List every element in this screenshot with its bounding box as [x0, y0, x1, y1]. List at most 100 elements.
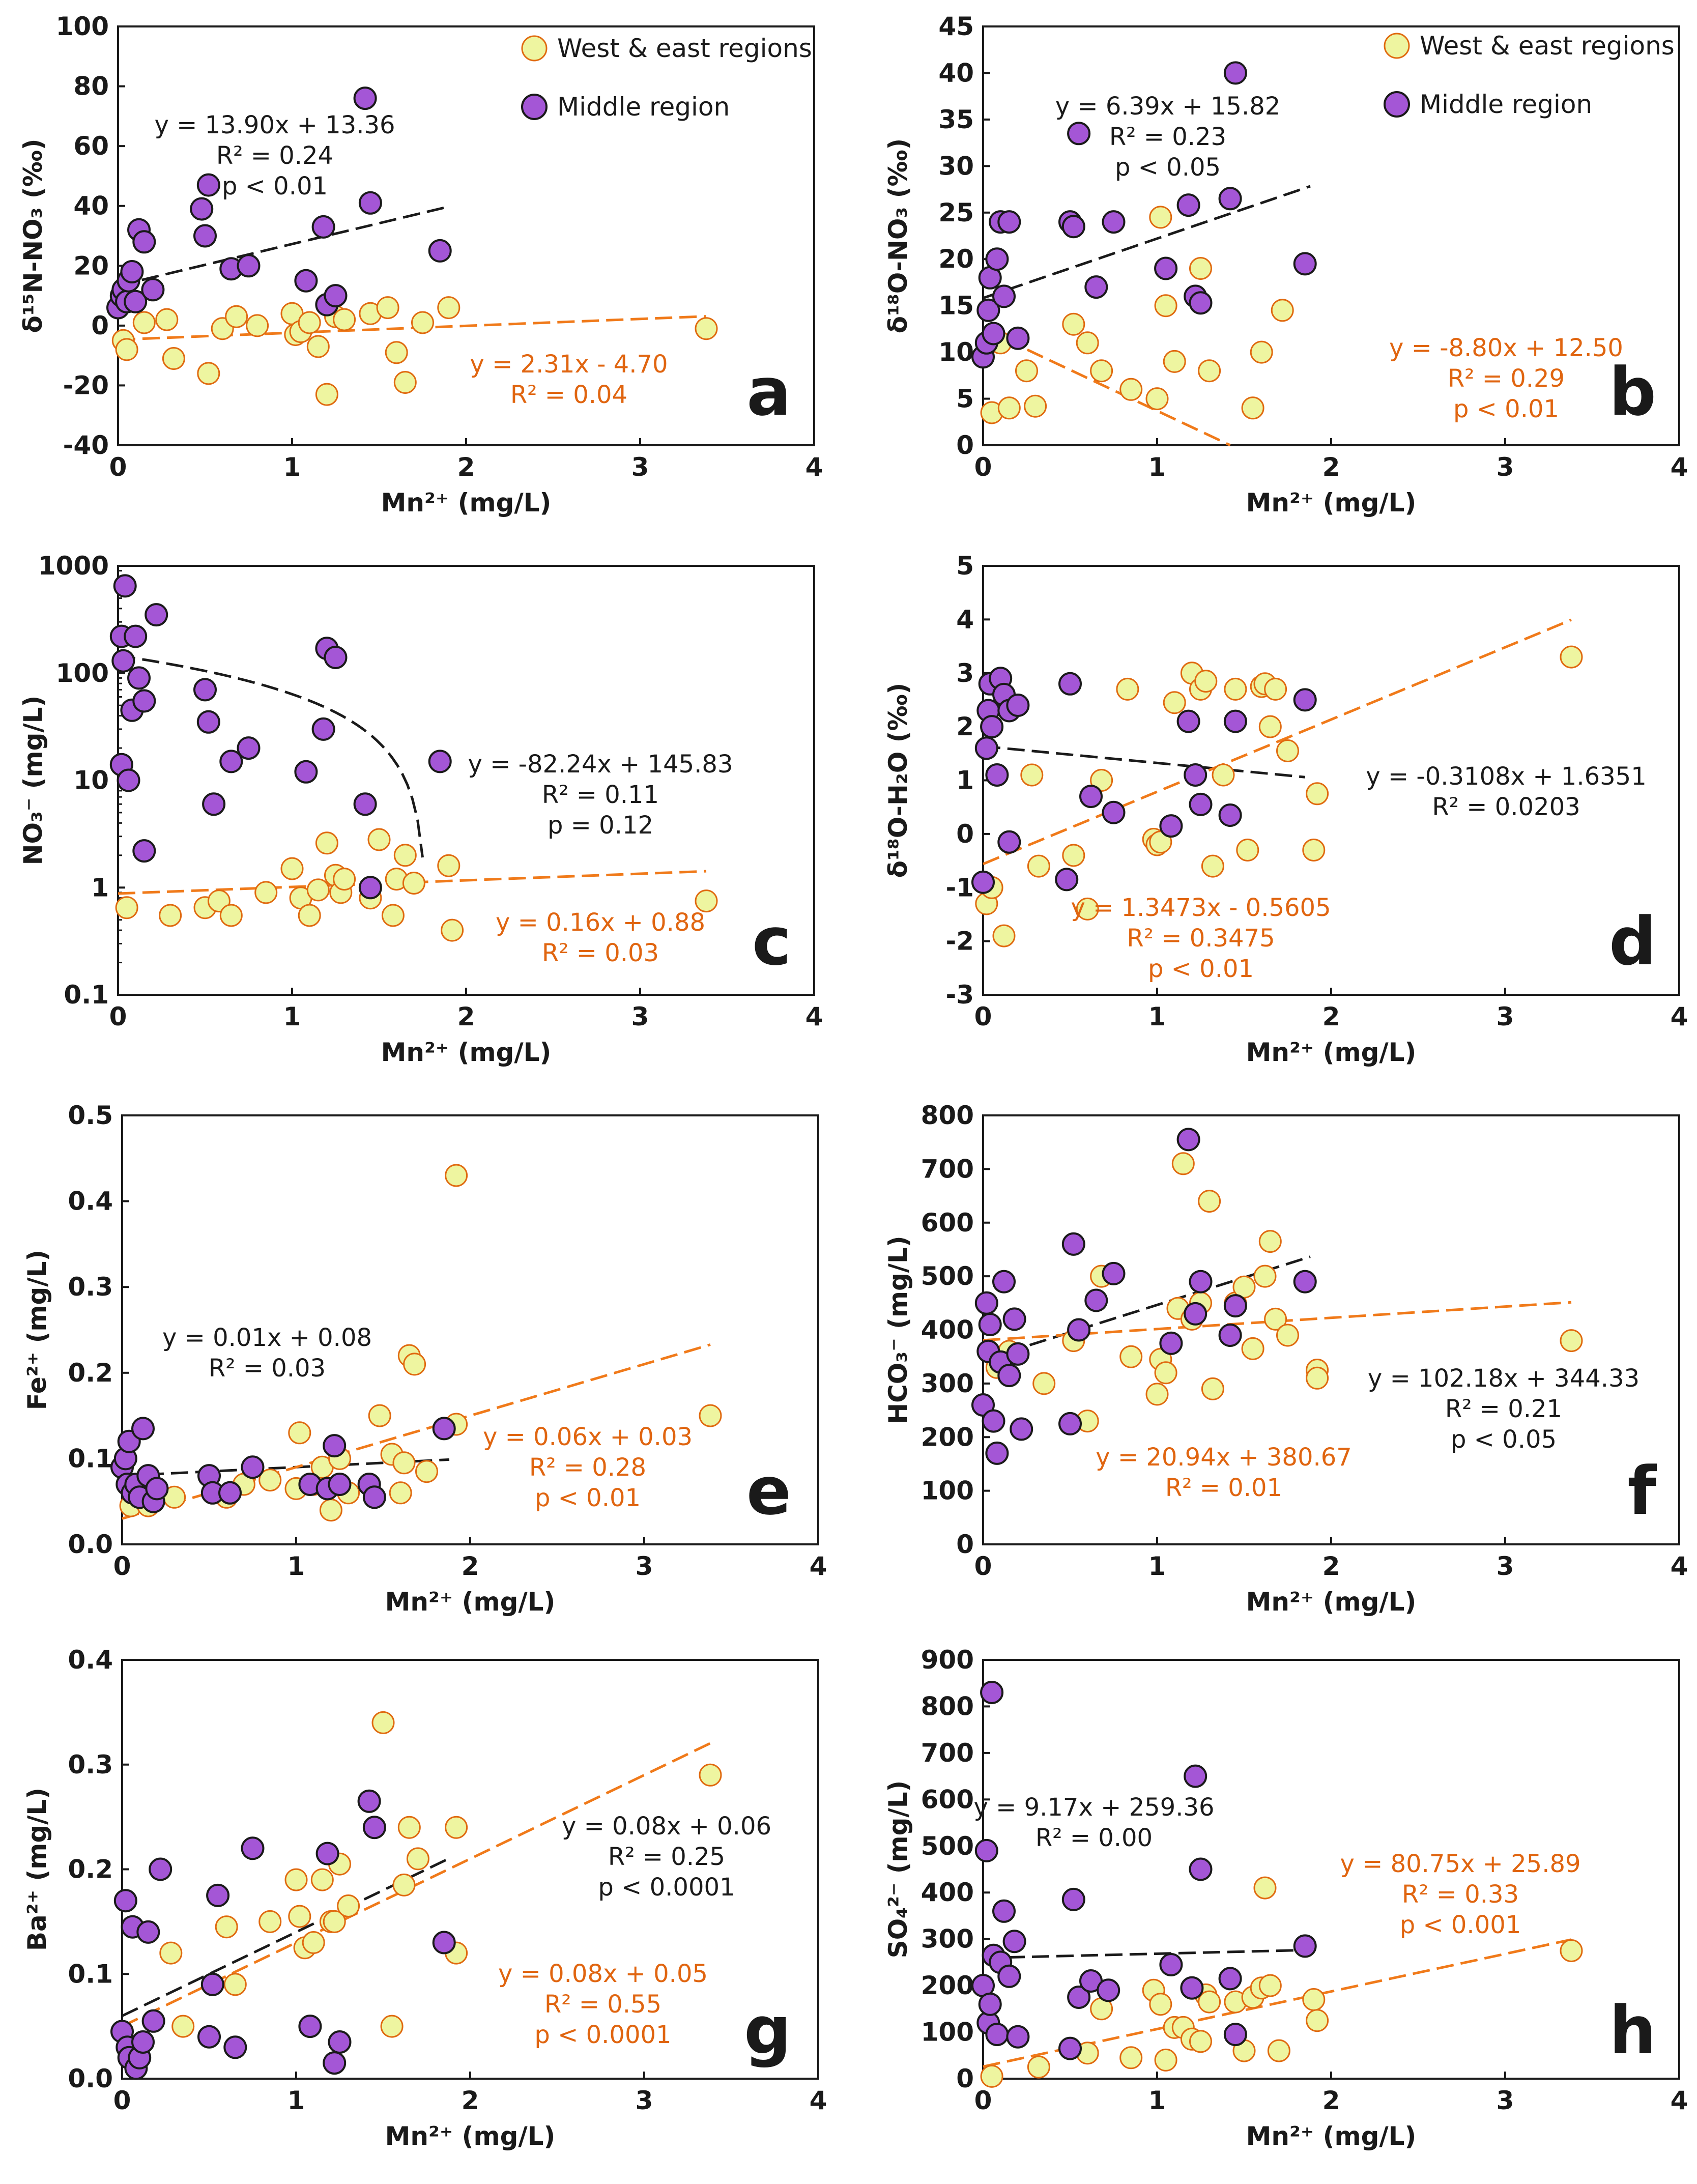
- middle-fit-annotation: y = 0.08x + 0.06: [562, 1812, 771, 1841]
- middle-point: [353, 792, 377, 816]
- west-east-point: [1145, 1383, 1169, 1406]
- x-tick-label: 3: [636, 1551, 653, 1581]
- middle-point: [311, 215, 335, 239]
- middle-point: [124, 290, 148, 313]
- middle-point: [985, 763, 1009, 787]
- middle-point: [294, 269, 318, 293]
- y-axis-label: SO₄²⁻ (mg/L): [883, 1780, 913, 1959]
- middle-point: [202, 792, 226, 816]
- west-east-point: [1560, 1329, 1583, 1353]
- legend-label: Middle region: [557, 92, 730, 122]
- west-east-point: [1201, 854, 1224, 878]
- x-tick-label: 4: [1671, 2086, 1688, 2115]
- middle-point: [1010, 1417, 1033, 1441]
- x-tick-label: 4: [1671, 452, 1688, 482]
- west-east-point: [415, 1460, 438, 1483]
- x-tick-label: 2: [1322, 452, 1340, 482]
- middle-point: [1102, 1261, 1126, 1285]
- west-east-point: [1250, 340, 1273, 364]
- x-tick-label: 4: [1671, 1002, 1688, 1031]
- panel-f: 0 100 200 300 400 500 600 700 800 0 1 2 3 4 Mn²⁺ (mg/L…: [883, 1101, 1688, 1617]
- west-east-point: [699, 1763, 722, 1787]
- west-east-point: [445, 1816, 468, 1839]
- west-east-point: [319, 1499, 342, 1522]
- x-tick-label: 1: [1148, 452, 1166, 482]
- west-east-point: [298, 904, 321, 927]
- west-east-point: [392, 1451, 416, 1475]
- west-east-point: [219, 904, 243, 927]
- west-east-point: [997, 396, 1021, 420]
- x-tick-label: 2: [1322, 1002, 1340, 1031]
- x-tick-label: 2: [457, 452, 475, 482]
- y-tick-label: 0: [956, 819, 974, 849]
- x-tick-label: 4: [810, 2086, 827, 2115]
- y-axis-label: Fe²⁺ (mg/L): [22, 1250, 52, 1410]
- middle-point: [113, 574, 137, 598]
- west-east-fit-annotation: y = 0.16x + 0.88: [496, 908, 705, 937]
- y-tick-label: 2: [956, 712, 974, 741]
- middle-fit-annotation: p < 0.0001: [598, 1873, 735, 1902]
- west-east-point: [1154, 1361, 1177, 1385]
- west-east-point: [280, 857, 304, 880]
- x-tick-label: 1: [1148, 1551, 1166, 1581]
- x-tick-label: 3: [631, 452, 649, 482]
- west-east-fit-annotation: y = -8.80x + 12.50: [1389, 334, 1623, 362]
- west-east-fit-annotation: R² = 0.3475: [1127, 924, 1275, 953]
- west-east-point: [306, 335, 330, 358]
- west-east-point: [1020, 763, 1044, 787]
- middle-point: [1006, 1342, 1030, 1366]
- west-east-point: [1163, 350, 1186, 373]
- west-east-point: [1189, 257, 1212, 280]
- y-axis-label: δ¹⁸O-H₂O (‰): [883, 683, 913, 878]
- y-tick-label: 400: [921, 1315, 974, 1345]
- middle-fit-annotation: y = 0.01x + 0.08: [162, 1324, 372, 1352]
- y-tick-label: 0.3: [68, 1272, 113, 1302]
- y-tick-label: 0.4: [68, 1187, 113, 1216]
- panel-label: b: [1609, 353, 1656, 430]
- west-east-point: [258, 1910, 282, 1933]
- middle-point: [985, 2023, 1009, 2047]
- west-east-point: [115, 338, 138, 361]
- middle-point: [1097, 1978, 1120, 2002]
- x-tick-label: 3: [1497, 452, 1514, 482]
- legend-middle-marker: [521, 94, 548, 120]
- west-east-point: [315, 383, 338, 406]
- west-east-point: [441, 918, 464, 942]
- middle-point: [113, 1889, 137, 1913]
- west-east-point: [1198, 359, 1221, 383]
- middle-point: [1084, 1288, 1108, 1312]
- middle-point: [315, 1842, 339, 1865]
- middle-point: [997, 1364, 1021, 1388]
- middle-point: [1058, 2036, 1082, 2060]
- x-tick-label: 1: [1148, 1002, 1166, 1031]
- middle-fit-annotation: R² = 0.00: [1036, 1824, 1153, 1852]
- west-east-point: [159, 1941, 183, 1965]
- west-east-fit-annotation: R² = 0.29: [1448, 364, 1565, 393]
- west-east-point: [402, 872, 425, 895]
- legend-middle-marker: [1384, 91, 1410, 118]
- y-tick-label: 0.0: [68, 1530, 113, 1559]
- middle-point: [197, 2025, 221, 2049]
- middle-point: [1006, 2025, 1030, 2049]
- y-tick-label: 20: [938, 244, 974, 274]
- west-east-point: [1149, 1993, 1172, 2016]
- y-tick-label: -3: [945, 980, 974, 1010]
- west-east-point: [155, 308, 179, 331]
- middle-fit-annotation: y = 102.18x + 344.33: [1368, 1364, 1640, 1393]
- west-east-point: [132, 311, 156, 334]
- x-tick-label: 4: [806, 452, 823, 482]
- middle-point: [1189, 792, 1213, 816]
- west-east-point: [1119, 2046, 1143, 2070]
- middle-point: [241, 1836, 265, 1860]
- y-tick-label: 0.5: [68, 1101, 113, 1130]
- middle-point: [1079, 785, 1103, 809]
- x-tick-label: 3: [1497, 2086, 1514, 2115]
- west-east-point: [1212, 763, 1235, 787]
- y-tick-label: 100: [56, 12, 109, 41]
- y-tick-label: 800: [921, 1101, 974, 1130]
- y-tick-label: 300: [921, 1924, 974, 1954]
- middle-point: [1055, 868, 1079, 892]
- west-east-point: [393, 844, 417, 867]
- west-east-fit-annotation: y = 2.31x - 4.70: [470, 350, 668, 379]
- middle-point: [124, 624, 148, 648]
